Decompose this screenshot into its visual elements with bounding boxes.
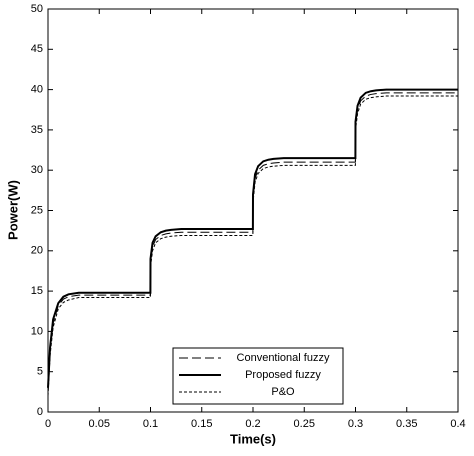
x-tick-label: 0.05 [89,418,110,430]
y-axis-label: Power(W) [5,180,20,240]
x-axis-label: Time(s) [230,431,276,446]
x-tick-label: 0.4 [450,418,465,430]
y-tick-label: 0 [37,406,43,418]
y-tick-label: 35 [31,124,43,136]
legend-label: P&O [271,386,295,398]
x-tick-label: 0.35 [396,418,417,430]
y-tick-label: 30 [31,164,43,176]
y-tick-label: 20 [31,245,43,257]
x-tick-label: 0 [45,418,51,430]
y-tick-label: 25 [31,204,43,216]
x-tick-label: 0.1 [143,418,158,430]
x-tick-label: 0.2 [245,418,260,430]
y-tick-label: 45 [31,43,43,55]
x-tick-label: 0.25 [294,418,315,430]
y-tick-label: 5 [37,366,43,378]
y-tick-label: 15 [31,285,43,297]
y-tick-label: 50 [31,3,43,15]
legend-label: Proposed fuzzy [245,369,321,381]
y-tick-label: 40 [31,84,43,96]
legend-label: Conventional fuzzy [237,352,330,364]
x-tick-label: 0.3 [348,418,363,430]
series-line [47,95,458,396]
y-tick-label: 10 [31,325,43,337]
x-tick-label: 0.15 [191,418,212,430]
